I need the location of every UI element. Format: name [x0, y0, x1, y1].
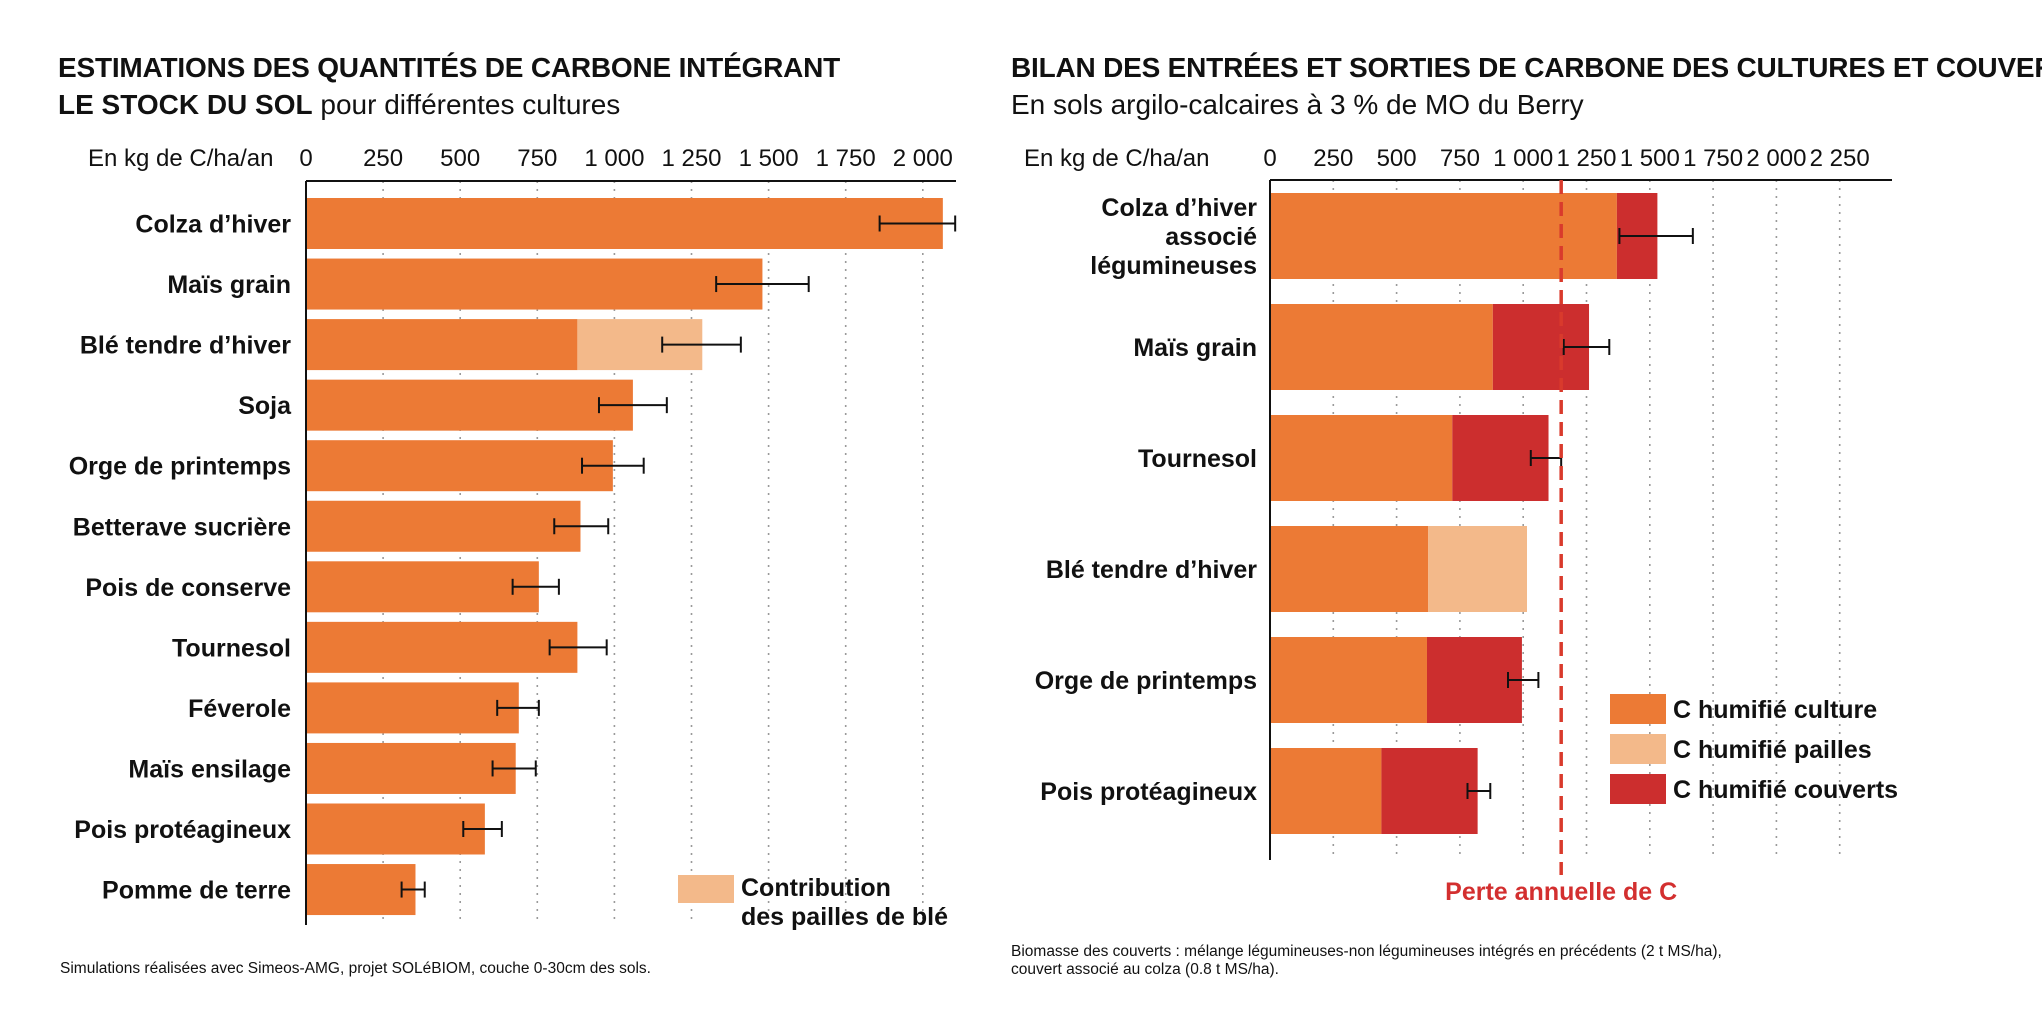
x-tick-label: 0	[299, 145, 312, 172]
bar-c-humifie-culture-ble-tendre-d-hiver	[1270, 526, 1429, 612]
left-chart-title-bold: LE STOCK DU SOL	[58, 89, 313, 120]
left-chart-title-line2: LE STOCK DU SOL pour différentes culture…	[58, 88, 620, 122]
x-tick-label: 2 000	[1746, 145, 1806, 172]
bar-c-humifie-couverts-orge-de-printemps	[1426, 637, 1522, 723]
bar-c-humifie-culture-colza-d-hiver-associe-legumineuses	[1270, 193, 1617, 279]
left-chart-title-rest: pour différentes cultures	[312, 89, 621, 120]
category-label-pois-de-conserve: Pois de conserve	[85, 574, 291, 602]
left-bar-chart: En kg de C/ha/an 0 250 500 750 1 000 1 250 1 5…	[69, 145, 957, 931]
x-tick-label: 1 000	[584, 145, 644, 172]
left-chart-title-line1: ESTIMATIONS DES QUANTITÉS DE CARBONE INT…	[58, 52, 841, 83]
x-tick-label: 500	[1377, 145, 1417, 172]
bar-culture-pois-de-conserve	[306, 561, 539, 613]
right-chart-subtitle: En sols argilo-calcaires à 3 % de MO du …	[1011, 89, 1584, 120]
bar-c-humifie-pailles-ble-tendre-d-hiver	[1428, 526, 1527, 612]
right-bar-chart: En kg de C/ha/an 0 250 500 750 1 000 1 250 1 5…	[1024, 145, 1898, 906]
bar-culture-feverole	[306, 682, 519, 734]
category-label-betterave-sucriere: Betterave sucrière	[73, 513, 291, 541]
category-label-colza-d-hiver-associe-legumineuses: associé	[1165, 223, 1257, 251]
category-label-pois-proteagineux: Pois protéagineux	[74, 816, 291, 844]
x-tick-label: 0	[1263, 145, 1276, 172]
bar-culture-soja	[306, 379, 633, 431]
legend-swatch-culture	[1610, 694, 1666, 724]
category-label-tournesol: Tournesol	[1138, 445, 1257, 473]
bar-culture-mais-grain	[306, 258, 763, 310]
right-chart-title: BILAN DES ENTRÉES ET SORTIES DE CARBONE …	[1011, 52, 2042, 83]
legend-swatch-couverts	[1610, 774, 1666, 804]
category-label-colza-d-hiver: Colza d’hiver	[135, 211, 291, 239]
category-label-feverole: Féverole	[188, 695, 291, 723]
bar-culture-orge-de-printemps	[306, 440, 613, 492]
legend-label-couverts: C humifié couverts	[1673, 776, 1898, 804]
x-tick-label: 2 000	[893, 145, 953, 172]
right-footnote-line1: Biomasse des couverts : mélange légumine…	[1011, 943, 1722, 960]
bar-culture-pomme-de-terre	[306, 864, 416, 916]
category-label-mais-ensilage: Maïs ensilage	[128, 755, 291, 783]
category-label-mais-grain: Maïs grain	[1133, 334, 1257, 362]
bar-c-humifie-culture-mais-grain	[1270, 304, 1493, 390]
category-label-colza-d-hiver-associe-legumineuses: Colza d’hiver	[1101, 194, 1257, 222]
annual-loss-label: Perte annuelle de C	[1445, 878, 1677, 906]
right-footnote-line2: couvert associé au colza (0.8 t MS/ha).	[1011, 961, 1279, 978]
bar-culture-pois-proteagineux	[306, 803, 485, 855]
x-tick-label: 250	[363, 145, 403, 172]
x-tick-label: 1 250	[1556, 145, 1616, 172]
x-tick-label: 1 500	[1620, 145, 1680, 172]
x-tick-label: 500	[440, 145, 480, 172]
legend-label-pailles: C humifié pailles	[1673, 736, 1872, 764]
legend-label-culture: C humifié culture	[1673, 696, 1877, 724]
category-label-ble-tendre-d-hiver: Blé tendre d’hiver	[80, 332, 291, 360]
category-label-mais-grain: Maïs grain	[167, 271, 291, 299]
x-tick-label: 1 000	[1493, 145, 1553, 172]
category-label-orge-de-printemps: Orge de printemps	[69, 453, 291, 481]
bar-c-humifie-culture-pois-proteagineux	[1270, 748, 1382, 834]
x-tick-label: 1 750	[816, 145, 876, 172]
x-tick-label: 1 500	[739, 145, 799, 172]
category-label-soja: Soja	[238, 392, 292, 420]
right-legend: C humifié culture C humifié pailles C hu…	[1610, 694, 1898, 804]
left-legend-label-line1: Contribution	[741, 874, 891, 902]
bar-culture-mais-ensilage	[306, 742, 516, 794]
x-tick-label: 250	[1313, 145, 1353, 172]
bar-culture-betterave-sucriere	[306, 500, 581, 552]
x-tick-label: 1 250	[661, 145, 721, 172]
category-label-pois-proteagineux: Pois protéagineux	[1040, 778, 1257, 806]
right-axis-unit-label: En kg de C/ha/an	[1024, 145, 1209, 172]
category-label-pomme-de-terre: Pomme de terre	[102, 877, 291, 905]
bar-c-humifie-culture-orge-de-printemps	[1270, 637, 1427, 723]
x-tick-label: 750	[517, 145, 557, 172]
bar-culture-tournesol	[306, 621, 578, 673]
category-label-colza-d-hiver-associe-legumineuses: légumineuses	[1090, 252, 1257, 280]
left-footnote: Simulations réalisées avec Simeos-AMG, p…	[60, 960, 651, 977]
category-label-tournesol: Tournesol	[172, 634, 291, 662]
x-tick-label: 750	[1440, 145, 1480, 172]
left-legend-label-line2: des pailles de blé	[741, 903, 948, 931]
category-label-orge-de-printemps: Orge de printemps	[1035, 667, 1257, 695]
bar-culture-colza-d-hiver	[306, 198, 943, 249]
category-label-ble-tendre-d-hiver: Blé tendre d’hiver	[1046, 556, 1257, 584]
legend-swatch-pailles	[1610, 734, 1666, 764]
bar-culture-ble-tendre-d-hiver	[306, 319, 578, 371]
x-tick-label: 1 750	[1683, 145, 1743, 172]
bar-c-humifie-couverts-pois-proteagineux	[1381, 748, 1478, 834]
left-legend-swatch-pailles	[678, 875, 734, 903]
left-axis-unit-label: En kg de C/ha/an	[88, 145, 273, 172]
x-tick-label: 2 250	[1810, 145, 1870, 172]
bar-c-humifie-culture-tournesol	[1270, 415, 1453, 501]
